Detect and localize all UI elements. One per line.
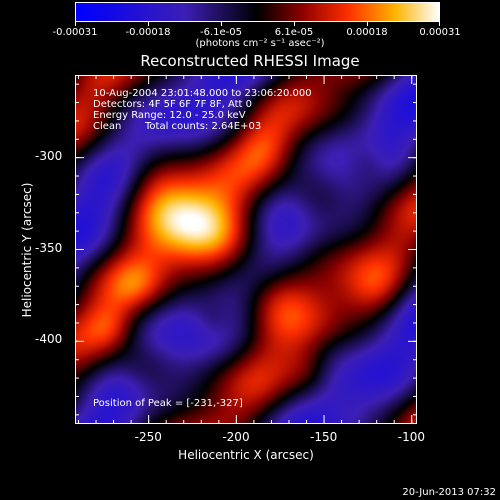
total-counts-text: Total counts: 2.64E+03 [145, 121, 262, 132]
clean-text: Clean [93, 121, 122, 132]
time-range-text: 10-Aug-2004 23:01:48.000 to 23:06:20.000 [93, 88, 312, 99]
colorbar-tick-label: 6.1e-05 [274, 27, 314, 38]
y-tick-label: -400 [35, 332, 63, 347]
colorbar-tick-label: 0.00031 [419, 27, 461, 38]
colorbar-units-label: (photons cm⁻² s⁻¹ asec⁻²) [195, 38, 325, 49]
energy-range-text: Energy Range: 12.0 - 25.0 keV [93, 110, 246, 121]
image-title: Reconstructed RHESSI Image [140, 52, 360, 70]
colorbar-tick [148, 22, 149, 26]
colorbar-tick [439, 22, 440, 26]
x-tick-label: -150 [310, 430, 338, 444]
x-tick-label: -250 [134, 430, 162, 444]
reconstructed-image [75, 75, 417, 424]
x-tick-label: -200 [222, 430, 250, 444]
colorbar [75, 2, 440, 22]
colorbar-tick-label: -6.1e-05 [200, 27, 242, 38]
colorbar-tick [294, 22, 295, 26]
y-axis-label: Heliocentric Y (arcsec) [20, 182, 34, 318]
plot-frame [75, 75, 417, 424]
x-tick-label: -100 [397, 430, 425, 444]
colorbar-tick [221, 22, 222, 26]
detectors-text: Detectors: 4F 5F 6F 7F 8F, Att 0 [93, 99, 253, 110]
colorbar-tick-label: -0.00031 [52, 27, 98, 38]
y-tick-label: -300 [35, 148, 63, 163]
footer-date: 20-Jun-2013 07:32 [402, 487, 496, 498]
colorbar-tick-label: 0.00018 [346, 27, 388, 38]
peak-position-text: Position of Peak = [-231,-327] [93, 398, 243, 409]
colorbar-tick [367, 22, 368, 26]
y-tick-label: -350 [35, 240, 63, 255]
colorbar-tick [75, 22, 76, 26]
colorbar-tick-label: -0.00018 [125, 27, 171, 38]
x-axis-label: Heliocentric X (arcsec) [178, 448, 314, 462]
